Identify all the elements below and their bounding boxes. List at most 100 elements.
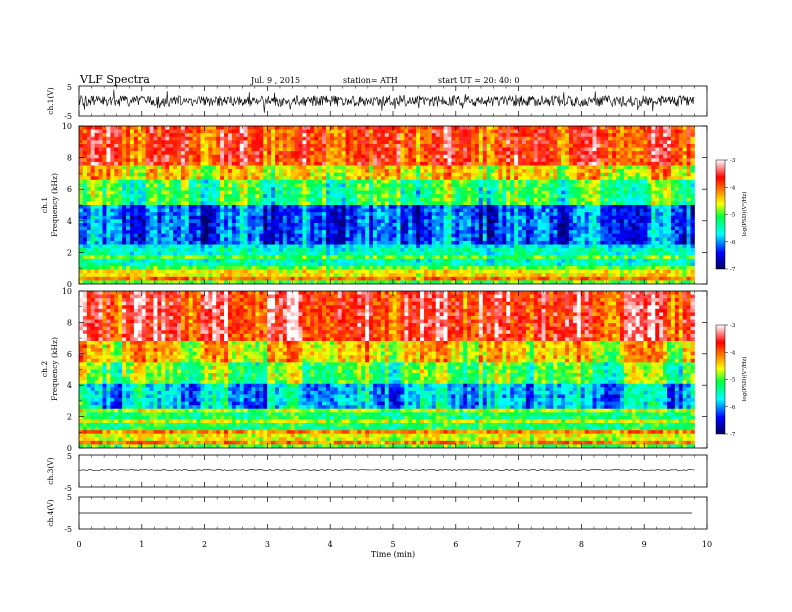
spec1-cell [408, 190, 413, 195]
spec1-cell [690, 208, 695, 213]
spec1-cell [471, 154, 476, 159]
spec1-cell [423, 179, 429, 184]
spec1-cell [145, 140, 150, 145]
spec1-cell [467, 215, 472, 220]
spec1-cell [137, 194, 143, 199]
spec1-cell [506, 165, 511, 170]
spec1-cell [459, 222, 464, 227]
spec1-cell [322, 129, 327, 134]
spec1-cell [180, 126, 186, 130]
spec1-cell [106, 215, 111, 220]
spec1-cell [294, 201, 299, 206]
spec1-cell [118, 140, 123, 145]
spec1-cell [514, 222, 519, 227]
spec1-cell [541, 201, 546, 206]
spec1-cell [400, 212, 405, 217]
spec1-cell [600, 205, 605, 209]
spec1-cell [600, 226, 605, 231]
spec1-cell [137, 133, 143, 138]
spec1-cell [137, 179, 143, 184]
spec1-cell [98, 165, 103, 170]
spec1-cell [537, 197, 542, 202]
spec1-cell [227, 165, 233, 170]
spec1-cell [643, 154, 648, 159]
spec1-cell [498, 230, 503, 235]
spec1-cell [549, 179, 554, 184]
spec1-cell [655, 215, 660, 220]
spec1-cell [682, 158, 687, 163]
spec1-cell [635, 161, 640, 166]
spec1-cell [365, 233, 370, 238]
spec1-cell [435, 205, 441, 209]
spec1-cell [619, 136, 625, 141]
spec1-cell [667, 147, 672, 152]
spec1-cell [118, 205, 123, 209]
spec1-cell [373, 169, 378, 174]
spec1-cell [114, 201, 119, 206]
spec1-cell [251, 133, 256, 138]
spec1-cell [247, 194, 252, 199]
spec1-cell [216, 187, 221, 192]
spec1-cell [341, 183, 346, 188]
spec1-cell [169, 165, 174, 170]
spec1-cell [604, 197, 609, 202]
spec1-cell [137, 205, 143, 209]
spec1-cell [616, 179, 621, 184]
spec1-cell [98, 230, 103, 235]
spec1-cell [133, 154, 139, 159]
spec1-cell [549, 133, 554, 138]
spec1-cell [82, 212, 88, 217]
spec1-cell [165, 215, 170, 220]
spec1-cell [486, 165, 491, 170]
spec1-cell [420, 208, 425, 213]
spec1-cell [392, 237, 397, 242]
spec1-cell [514, 147, 519, 152]
spec1-cell [623, 212, 629, 217]
spec1-cell [294, 126, 299, 130]
spec1-cell [416, 212, 421, 217]
spec1-cell [133, 172, 139, 177]
spec1-cell [290, 179, 295, 184]
spec1-cell [549, 222, 554, 227]
spec1-cell [318, 194, 323, 199]
spec1-cell [482, 205, 488, 209]
spec1-cell [525, 226, 531, 231]
spec1-cell [616, 154, 621, 159]
spec1-cell [196, 194, 201, 199]
spec1-cell [98, 147, 103, 152]
spec1-cell [94, 151, 99, 156]
spec1-cell [79, 169, 84, 174]
spec1-cell [576, 222, 582, 227]
spec1-cell [651, 147, 656, 152]
spec1-cell [572, 201, 578, 206]
spec1-cell [525, 187, 531, 192]
spec1-cell [459, 187, 464, 192]
spec1-cell [667, 212, 672, 217]
spec1-cell [529, 165, 535, 170]
spec1-cell [533, 233, 539, 238]
ch1-waveform-line [78, 89, 695, 113]
spec1-cell [423, 133, 429, 138]
spec1-cell [604, 201, 609, 206]
spec1-cell [667, 201, 672, 206]
spec1-cell [651, 179, 656, 184]
spec1-cell [373, 208, 378, 213]
spec1-cell [184, 205, 190, 209]
spec1-cell [173, 183, 178, 188]
spec1-cell [165, 165, 170, 170]
spec1-cell [208, 147, 213, 152]
spec1-cell [220, 226, 225, 231]
spec1-cell [682, 197, 687, 202]
spec1-cell [663, 179, 668, 184]
spec1-cell [674, 197, 680, 202]
spec1-cell [608, 230, 613, 235]
spec1-cell [102, 201, 107, 206]
spec1-cell [239, 219, 245, 224]
spec1-cell [670, 201, 676, 206]
spec1-cell [341, 212, 346, 217]
spec1-cell [635, 147, 640, 152]
spec1-cell [118, 190, 123, 195]
spec1-cell [314, 219, 319, 224]
spec1-cell [592, 154, 597, 159]
spec1-cell [443, 233, 448, 238]
